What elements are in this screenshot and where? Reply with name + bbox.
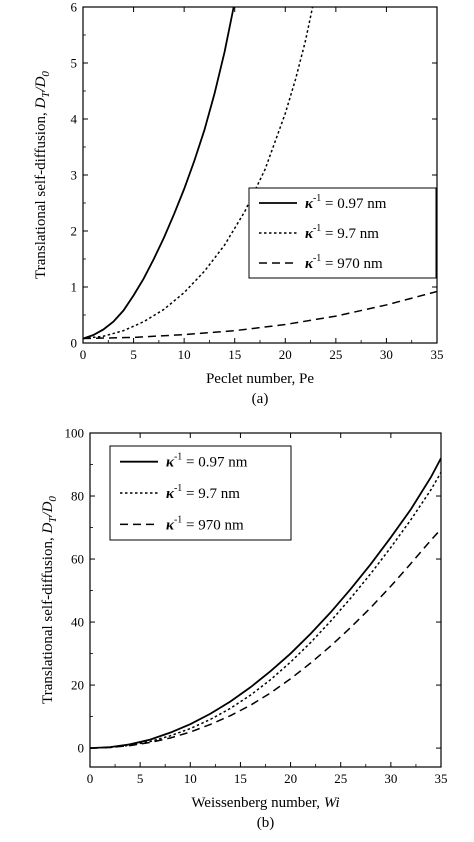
- y-tick-label: 6: [71, 0, 78, 15]
- y-tick-label: 5: [71, 56, 78, 71]
- x-tick-label: 25: [334, 771, 347, 786]
- y-tick-label: 80: [71, 489, 84, 504]
- panel-b-chart: 0 5 10 15 20 25 30 35 0 20 40 60 80 100 Weissenberg nu…: [40, 426, 448, 832]
- legend-entry: κ-1 = 970 nm: [305, 253, 383, 272]
- y-tick-label: 1: [71, 280, 78, 295]
- x-tick-label: 0: [80, 347, 87, 362]
- series-line-1: [83, 7, 235, 340]
- y-tick-label: 3: [71, 168, 78, 183]
- series-line-3: [90, 528, 441, 749]
- legend-entry: κ-1 = 0.97 nm: [305, 193, 387, 212]
- x-tick-label: 35: [435, 771, 448, 786]
- x-tick-label: 20: [284, 771, 297, 786]
- x-tick-label: 10: [184, 771, 197, 786]
- series-line-3: [83, 290, 437, 340]
- y-axis-label: Translational self-diffusion, DT/D0: [40, 496, 59, 704]
- y-tick-label: 20: [71, 678, 84, 693]
- x-tick-label: 30: [380, 347, 393, 362]
- panel-label: (b): [257, 815, 275, 831]
- x-tick-label: 15: [234, 771, 247, 786]
- series-line-2: [83, 7, 314, 340]
- y-tick-label: 60: [71, 552, 84, 567]
- y-tick-label: 0: [78, 741, 85, 756]
- y-tick-label: 40: [71, 615, 84, 630]
- x-tick-label: 35: [431, 347, 444, 362]
- y-axis-label: Translational self-diffusion, DT/D0: [33, 71, 52, 279]
- x-tick-label: 25: [329, 347, 342, 362]
- y-tick-label: 100: [65, 426, 85, 441]
- series-line-1: [90, 457, 441, 749]
- x-tick-label: 5: [137, 771, 144, 786]
- legend-entry: κ-1 = 9.7 nm: [305, 223, 379, 242]
- legend-entry: κ-1 = 970 nm: [166, 514, 244, 533]
- legend-entry: κ-1 = 0.97 nm: [166, 452, 248, 471]
- series-line-2: [90, 472, 441, 749]
- x-tick-label: 5: [130, 347, 137, 362]
- y-tick-label: 0: [71, 336, 78, 351]
- x-tick-label: 20: [279, 347, 292, 362]
- x-tick-label: 0: [87, 771, 94, 786]
- legend: κ-1 = 0.97 nm κ-1 = 9.7 nm κ-1 = 970 nm: [248, 187, 437, 279]
- legend: κ-1 = 0.97 nm κ-1 = 9.7 nm κ-1 = 970 nm: [109, 445, 292, 541]
- x-tick-label: 10: [178, 347, 191, 362]
- y-tick-label: 4: [71, 112, 78, 127]
- x-tick-label: 30: [384, 771, 397, 786]
- x-axis-label: Peclet number, Pe: [206, 371, 314, 387]
- panel-a-chart: 0 5 10 15 20 25 30 35 0 1 2 3 4 5 6 Peclet number, Pe Tr…: [33, 0, 444, 407]
- x-axis-label: Weissenberg number, Wi: [191, 795, 339, 811]
- panel-label: (a): [252, 391, 269, 407]
- x-tick-label: 15: [228, 347, 241, 362]
- legend-entry: κ-1 = 9.7 nm: [166, 483, 240, 502]
- y-tick-label: 2: [71, 224, 78, 239]
